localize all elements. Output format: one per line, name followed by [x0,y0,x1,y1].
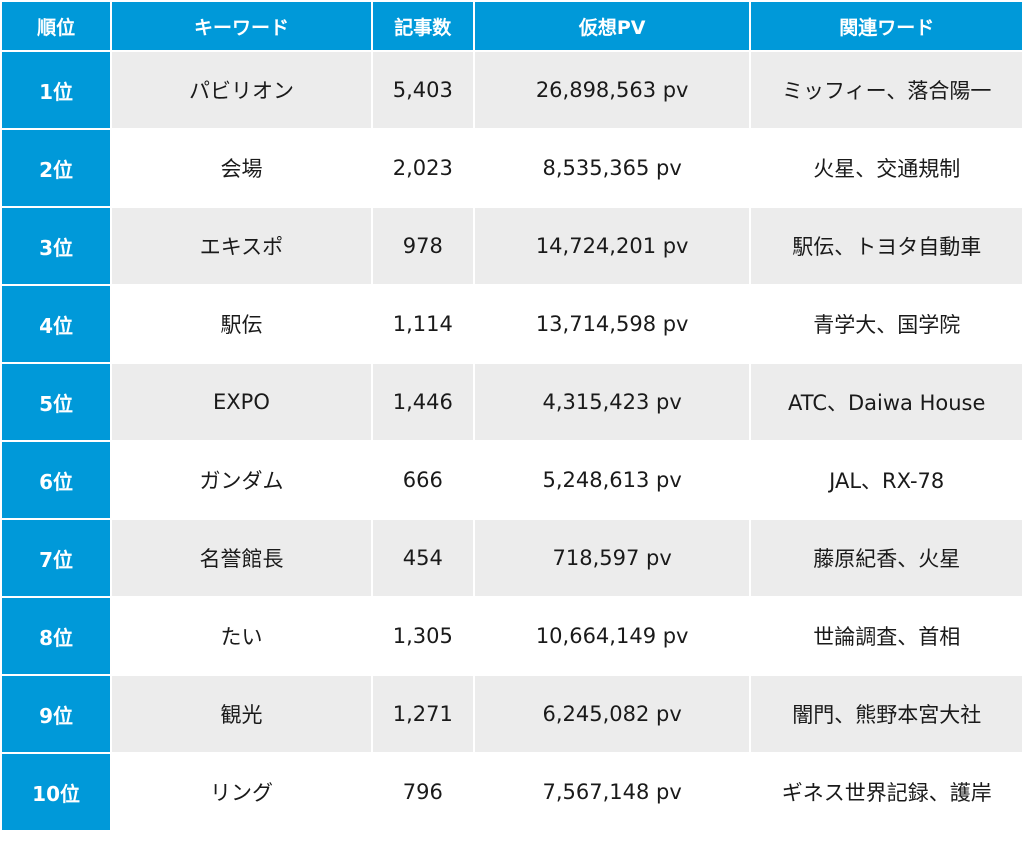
pv-cell: 14,724,201 pv [474,208,750,284]
keyword-cell: 観光 [112,676,371,752]
articles-cell: 978 [372,208,473,284]
table-row: 8位 たい 1,305 10,664,149 pv 世論調査、首相 [2,598,1022,674]
related-cell: ATC、Daiwa House [751,364,1022,440]
articles-cell: 454 [372,520,473,596]
pv-cell: 4,315,423 pv [474,364,750,440]
articles-cell: 666 [372,442,473,518]
related-cell: ギネス世界記録、護岸 [751,754,1022,830]
articles-cell: 1,305 [372,598,473,674]
pv-cell: 6,245,082 pv [474,676,750,752]
rank-cell: 9位 [2,676,111,752]
pv-cell: 718,597 pv [474,520,750,596]
keyword-cell: 駅伝 [112,286,371,362]
pv-cell: 5,248,613 pv [474,442,750,518]
header-keyword: キーワード [112,2,371,50]
header-rank: 順位 [2,2,111,50]
header-articles: 記事数 [372,2,473,50]
related-cell: 駅伝、トヨタ自動車 [751,208,1022,284]
table-row: 6位 ガンダム 666 5,248,613 pv JAL、RX-78 [2,442,1022,518]
header-row: 順位 キーワード 記事数 仮想PV 関連ワード [2,2,1022,50]
related-cell: 世論調査、首相 [751,598,1022,674]
rank-cell: 1位 [2,52,111,128]
keyword-cell: リング [112,754,371,830]
header-related: 関連ワード [751,2,1022,50]
pv-cell: 7,567,148 pv [474,754,750,830]
table-row: 3位 エキスポ 978 14,724,201 pv 駅伝、トヨタ自動車 [2,208,1022,284]
rank-cell: 7位 [2,520,111,596]
keyword-cell: パビリオン [112,52,371,128]
rank-cell: 6位 [2,442,111,518]
table-row: 1位 パビリオン 5,403 26,898,563 pv ミッフィー、落合陽一 [2,52,1022,128]
table-header: 順位 キーワード 記事数 仮想PV 関連ワード [2,2,1022,50]
keyword-cell: 会場 [112,130,371,206]
keyword-cell: EXPO [112,364,371,440]
table-row: 2位 会場 2,023 8,535,365 pv 火星、交通規制 [2,130,1022,206]
rank-cell: 5位 [2,364,111,440]
pv-cell: 26,898,563 pv [474,52,750,128]
pv-cell: 8,535,365 pv [474,130,750,206]
related-cell: ミッフィー、落合陽一 [751,52,1022,128]
header-pv: 仮想PV [474,2,750,50]
table-row: 9位 観光 1,271 6,245,082 pv 闇門、熊野本宮大社 [2,676,1022,752]
articles-cell: 1,271 [372,676,473,752]
rank-cell: 4位 [2,286,111,362]
ranking-table: 順位 キーワード 記事数 仮想PV 関連ワード 1位 パビリオン 5,403 2… [2,2,1022,830]
related-cell: 青学大、国学院 [751,286,1022,362]
rank-cell: 10位 [2,754,111,830]
articles-cell: 5,403 [372,52,473,128]
related-cell: 闇門、熊野本宮大社 [751,676,1022,752]
articles-cell: 1,114 [372,286,473,362]
pv-cell: 10,664,149 pv [474,598,750,674]
pv-cell: 13,714,598 pv [474,286,750,362]
keyword-cell: エキスポ [112,208,371,284]
rank-cell: 2位 [2,130,111,206]
keyword-cell: たい [112,598,371,674]
table-body: 1位 パビリオン 5,403 26,898,563 pv ミッフィー、落合陽一 … [2,52,1022,830]
articles-cell: 1,446 [372,364,473,440]
articles-cell: 796 [372,754,473,830]
keyword-cell: ガンダム [112,442,371,518]
table-row: 4位 駅伝 1,114 13,714,598 pv 青学大、国学院 [2,286,1022,362]
table-row: 10位 リング 796 7,567,148 pv ギネス世界記録、護岸 [2,754,1022,830]
related-cell: 藤原紀香、火星 [751,520,1022,596]
articles-cell: 2,023 [372,130,473,206]
related-cell: 火星、交通規制 [751,130,1022,206]
related-cell: JAL、RX-78 [751,442,1022,518]
rank-cell: 8位 [2,598,111,674]
table-row: 5位 EXPO 1,446 4,315,423 pv ATC、Daiwa Hou… [2,364,1022,440]
table-row: 7位 名誉館長 454 718,597 pv 藤原紀香、火星 [2,520,1022,596]
keyword-cell: 名誉館長 [112,520,371,596]
rank-cell: 3位 [2,208,111,284]
